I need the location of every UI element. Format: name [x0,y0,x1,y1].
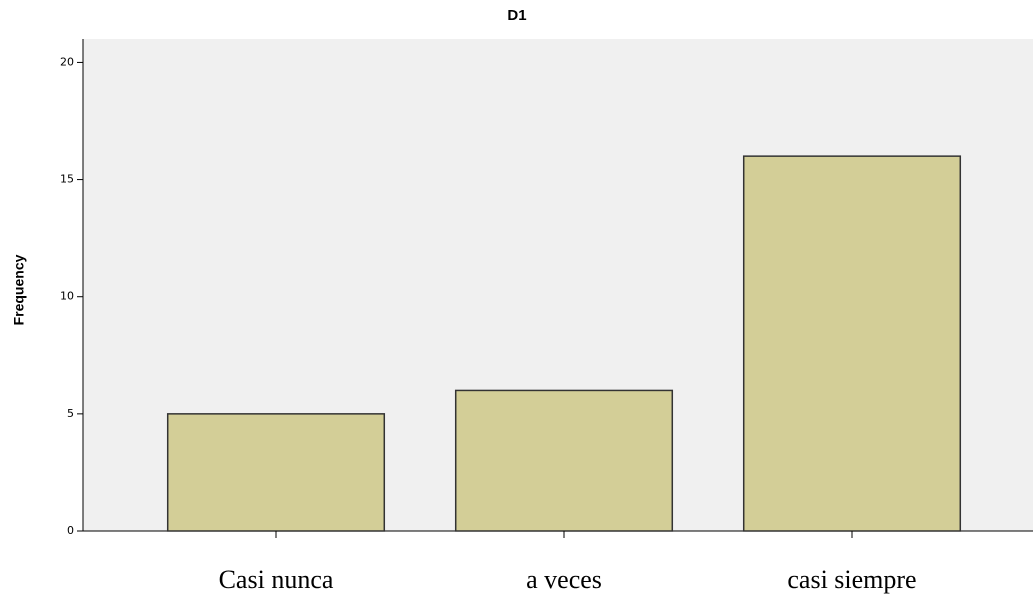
x-tick-label: a veces [526,565,602,594]
x-tick-label: casi siempre [787,565,916,594]
x-tick-label: Casi nunca [219,565,334,594]
chart-title: D1 [507,7,526,24]
y-tick-label: 20 [60,55,74,68]
y-axis-label: Frequency [11,254,27,325]
y-tick-label: 15 [60,173,74,186]
bar [454,389,674,532]
y-tick-label: 0 [67,524,74,537]
y-tick-label: 5 [67,407,74,420]
bar [166,413,386,532]
y-tick-label: 10 [60,290,74,303]
bar [742,155,962,532]
